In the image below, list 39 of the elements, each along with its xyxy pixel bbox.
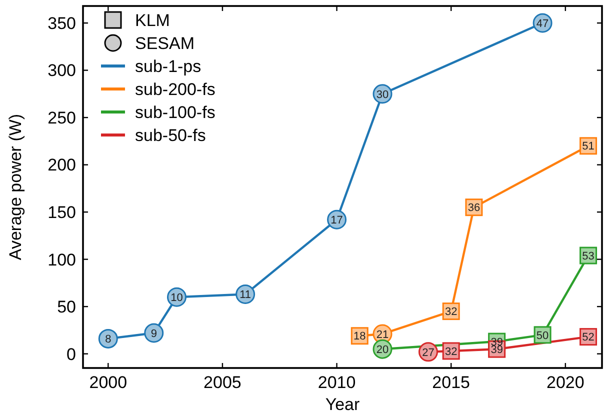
y-tick-label: 350 <box>48 14 76 33</box>
legend-label: sub-50-fs <box>135 126 206 145</box>
y-axis-title: Average power (W) <box>6 114 25 260</box>
annotation: 17 <box>330 214 343 226</box>
x-tick-label: 2020 <box>546 373 584 392</box>
annotation: 27 <box>422 346 434 359</box>
legend-label: sub-100-fs <box>135 102 216 122</box>
legend-label: sub-1-ps <box>135 56 202 76</box>
x-tick-label: 2005 <box>204 373 242 392</box>
annotation: 20 <box>376 344 389 356</box>
annotation: 52 <box>582 332 594 344</box>
y-tick-label: 50 <box>57 298 76 317</box>
y-tick-label: 200 <box>48 156 76 175</box>
legend-label: sub-200-fs <box>135 80 216 99</box>
annotation: 32 <box>444 306 458 318</box>
annotation: 47 <box>536 18 549 30</box>
annotation: 51 <box>582 140 594 153</box>
annotation: 11 <box>240 289 252 302</box>
y-tick-label: 100 <box>48 250 76 270</box>
y-tick-label: 0 <box>66 344 76 364</box>
y-tick-label: 300 <box>48 61 76 80</box>
annotation: 36 <box>468 202 480 214</box>
annotation: SESAM <box>135 34 195 53</box>
x-tick-label: 2000 <box>89 373 128 392</box>
x-axis-title: Year <box>325 395 360 414</box>
x-tick-label: 2015 <box>432 373 470 392</box>
annotation: 53 <box>582 250 594 262</box>
x-tick-label: 2010 <box>318 373 356 392</box>
annotation: 21 <box>376 328 389 341</box>
annotation: 32 <box>444 346 458 358</box>
annotation: 30 <box>376 88 389 101</box>
annotation: 50 <box>536 330 549 342</box>
annotation: 9 <box>150 328 157 340</box>
annotation: 8 <box>105 334 112 346</box>
annotation: 18 <box>354 330 366 343</box>
annotation: 10 <box>170 292 183 304</box>
y-tick-label: 150 <box>48 202 76 222</box>
annotation: KLM <box>135 10 170 30</box>
y-tick-label: 250 <box>48 108 76 128</box>
